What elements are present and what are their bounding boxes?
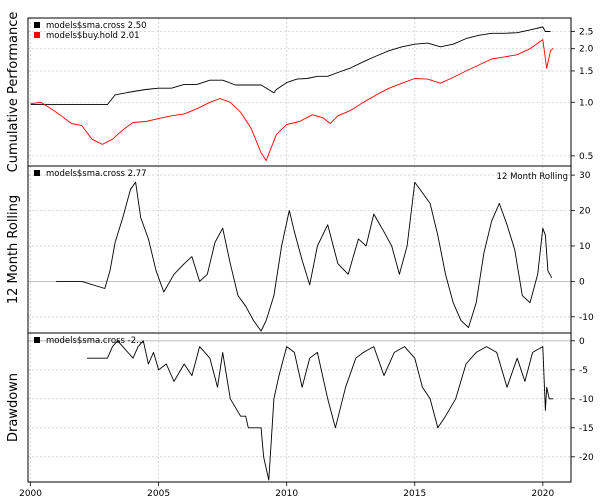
y-tick-label: 30: [579, 171, 591, 181]
x-tick-label: 2010: [275, 489, 298, 499]
x-tick-label: 2000: [19, 489, 42, 499]
y-tick-label: -20: [579, 453, 594, 463]
legend-swatch-1: [34, 22, 40, 28]
y-tick-label: 1.0: [579, 98, 594, 108]
series-line-1: [86, 340, 554, 481]
y-axis-label: Drawdown: [6, 373, 21, 442]
y-tick-label: 1.5: [579, 67, 593, 77]
y-tick-label: 20: [579, 207, 591, 217]
y-axis-label: Cumulative Performance: [6, 12, 21, 173]
panel-3: -20 -15 -10 -5 0 models$sma.cross -2... Drawdo…: [6, 332, 594, 483]
legend-swatch-2: [34, 32, 40, 38]
y-axis-label: 12 Month Rolling: [6, 195, 21, 304]
legend-swatch-1: [34, 337, 40, 343]
panel-frame: [27, 332, 572, 483]
panel-annotation: 12 Month Rolling: [497, 172, 568, 182]
y-tick-label: 2.0: [579, 45, 594, 55]
x-tick-label: 2015: [403, 489, 426, 499]
series-line-1: [30, 26, 551, 106]
y-tick-label: 10: [579, 242, 591, 252]
x-tick-label: 2005: [147, 489, 170, 499]
y-tick-label: 0: [579, 277, 585, 287]
y-tick-label: -15: [579, 424, 594, 434]
y-tick-label: 0.5: [579, 152, 593, 162]
legend-label-1: models$sma.cross 2.50: [46, 21, 147, 31]
y-tick-label: 0: [579, 337, 585, 347]
legend-label-1: models$sma.cross -2...: [46, 336, 144, 346]
series-line-1: [56, 181, 553, 332]
panel-1: 0.5 1.0 1.5 2.0 2.5 models$sma.cross 2.50mode…: [6, 12, 594, 173]
legend-label-2: models$buy.hold 2.01: [46, 31, 140, 41]
legend-label-1: models$sma.cross 2.77: [46, 169, 147, 179]
panel-2: -10 0 10 20 30 models$sma.cross 2.77 12 Month …: [6, 165, 594, 334]
x-axis: 2000 2005 2010 2015 2020: [19, 482, 555, 499]
y-tick-label: -10: [579, 313, 594, 323]
x-tick-label: 2020: [531, 489, 554, 499]
y-tick-label: -10: [579, 395, 594, 405]
y-tick-label: -5: [579, 366, 588, 376]
y-tick-label: 2.5: [579, 27, 593, 37]
legend-swatch-1: [34, 170, 40, 176]
series-line-2: [30, 39, 554, 162]
